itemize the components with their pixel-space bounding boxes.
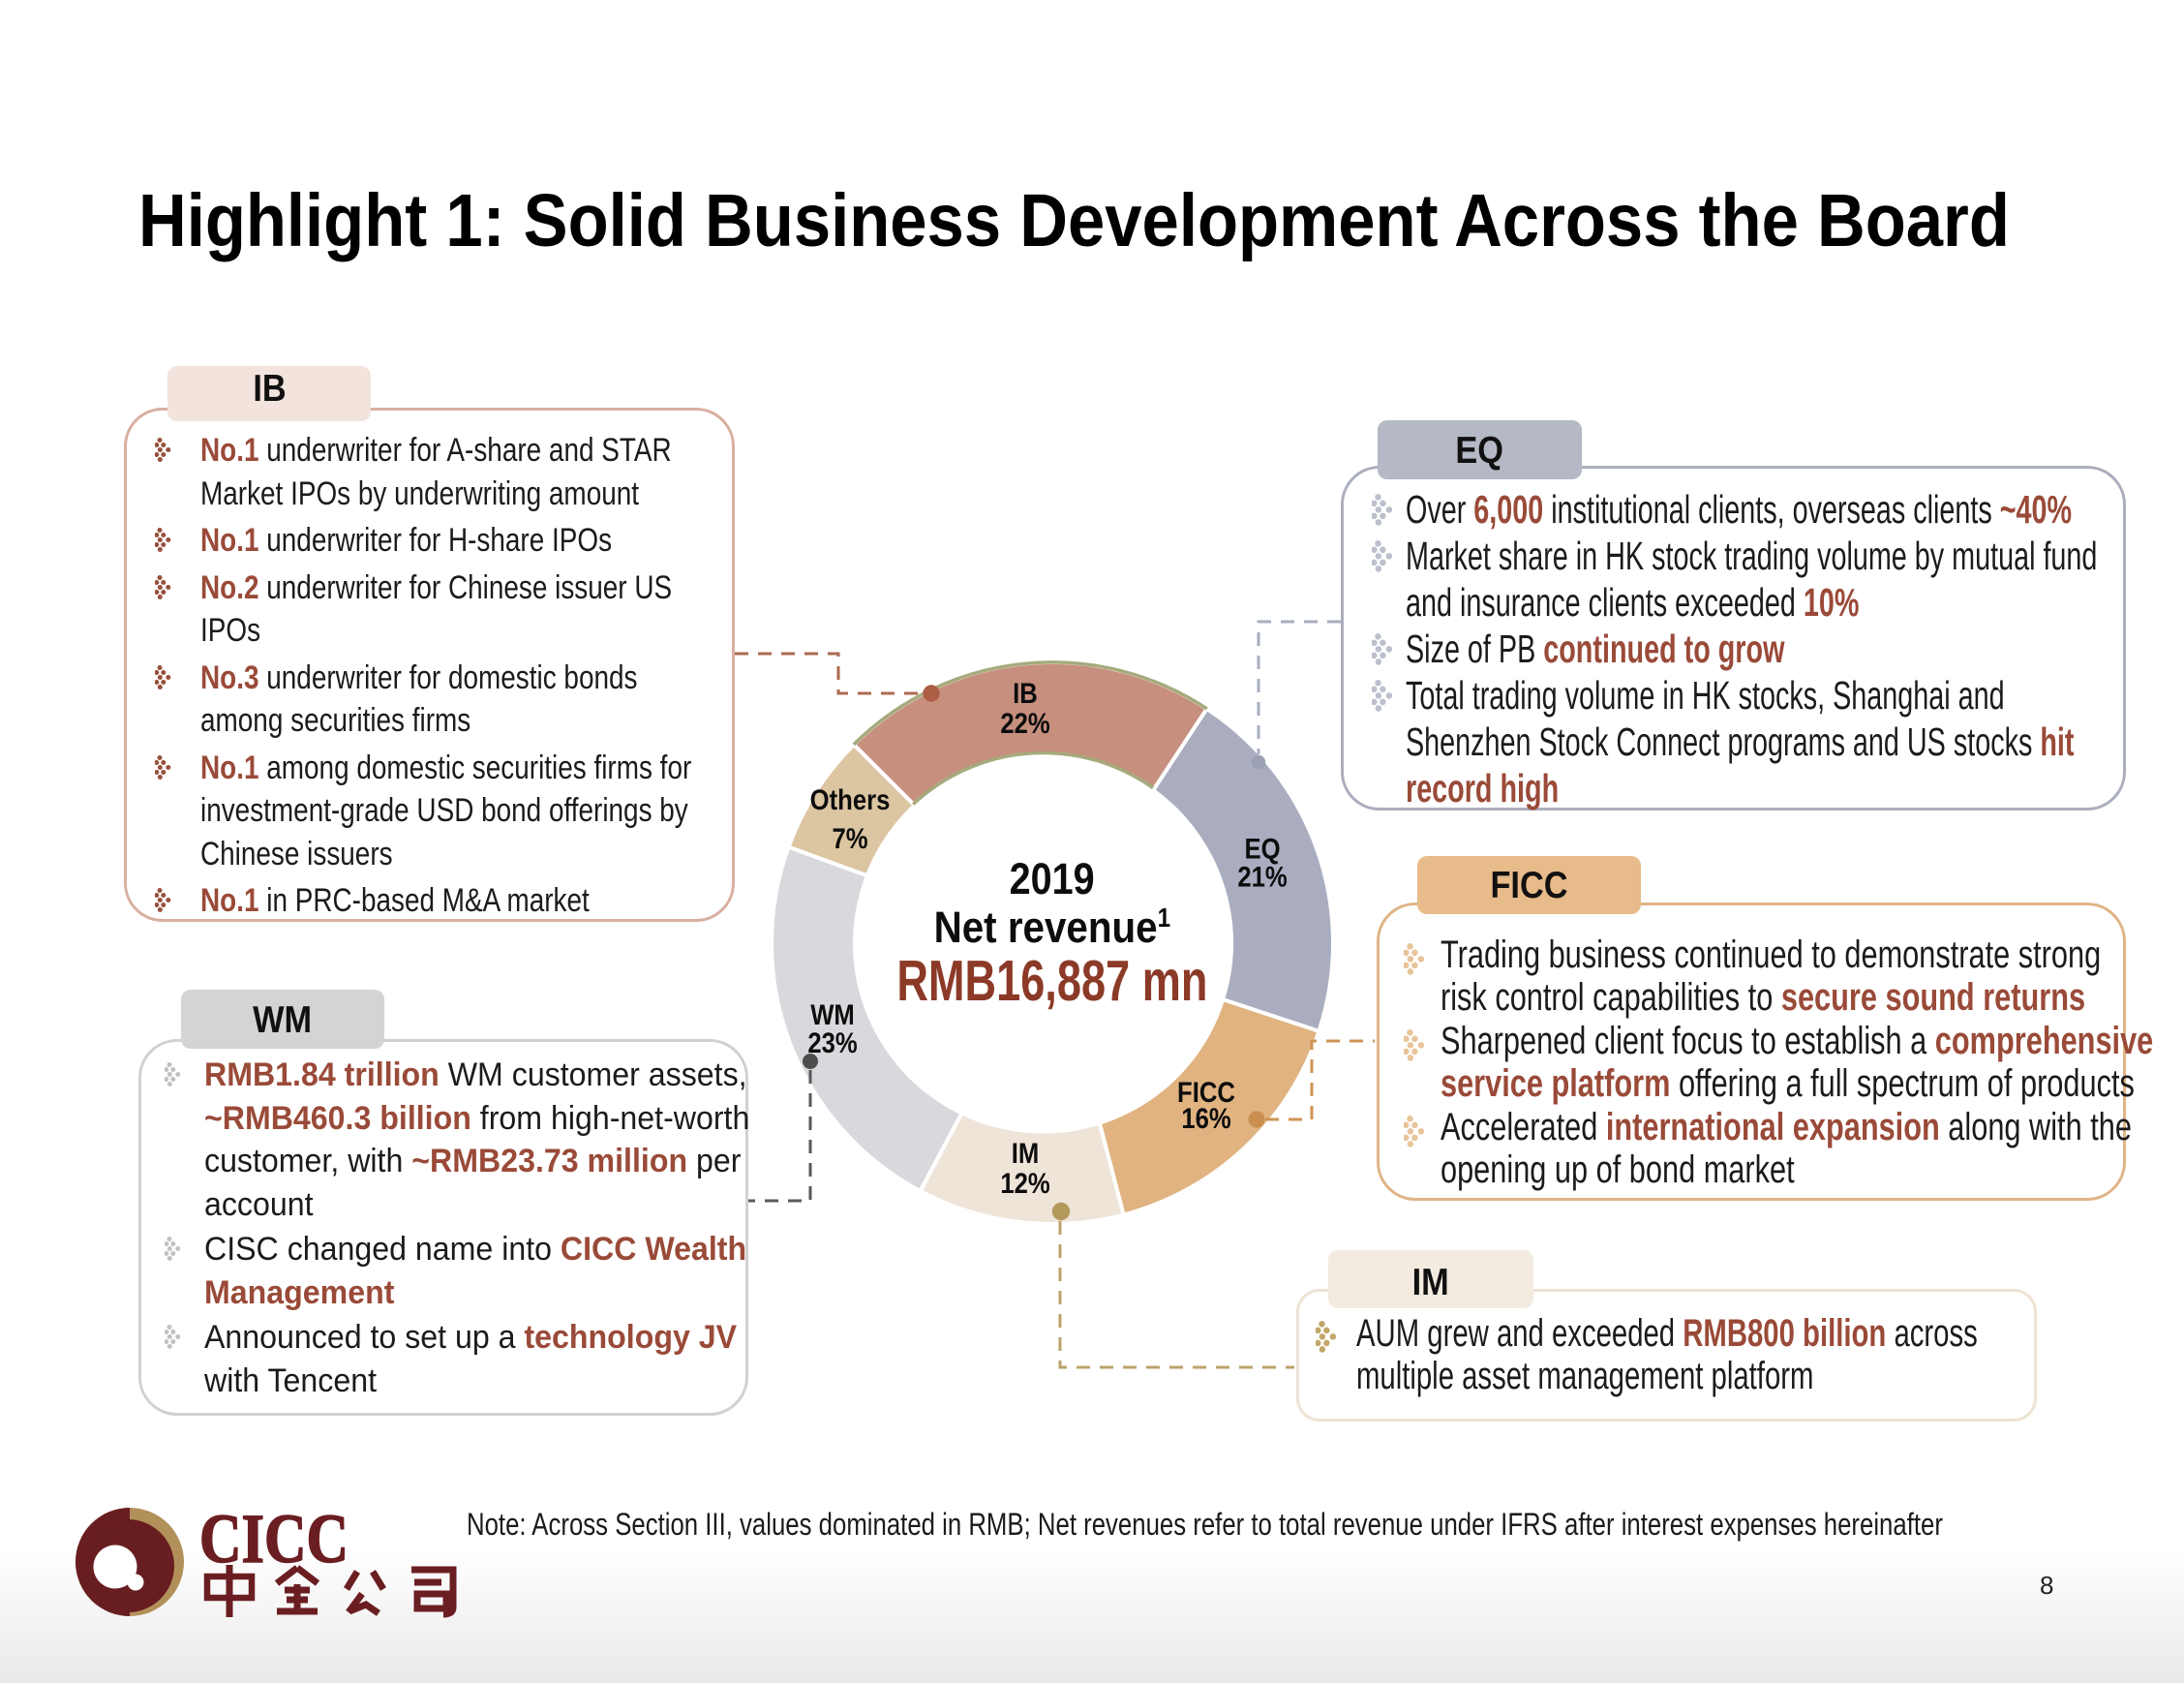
svg-text:CICC: CICC — [199, 1500, 349, 1577]
